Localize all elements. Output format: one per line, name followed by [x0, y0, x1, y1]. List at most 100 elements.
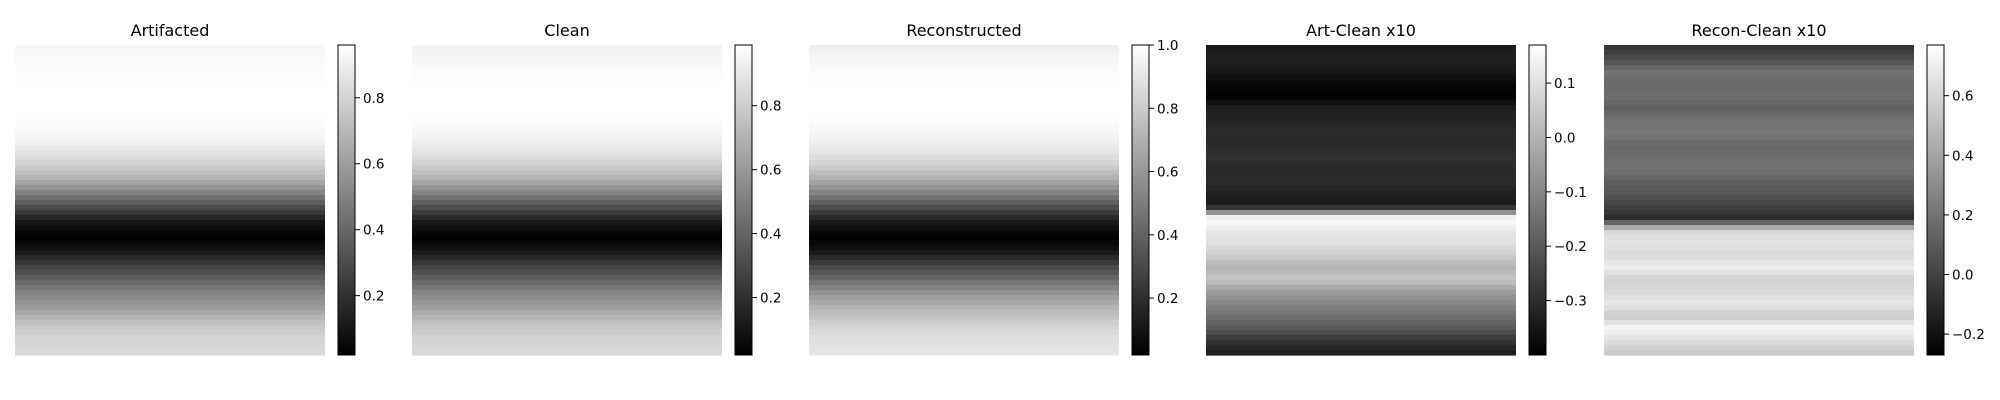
heatmap-row [1604, 50, 1914, 56]
heatmap-row [412, 310, 722, 316]
panel-4: Art-Clean x10 −0.3 −0.2 −0.1 0.0 0.1 [1206, 21, 1587, 356]
heatmap-row [15, 260, 325, 266]
heatmap-row [1604, 335, 1914, 341]
heatmap-row [809, 350, 1119, 356]
heatmap-row [1206, 260, 1516, 266]
heatmap-row [1604, 60, 1914, 66]
heatmap-row [15, 295, 325, 301]
heatmap-row [1604, 235, 1914, 241]
colorbar: −0.3 −0.2 −0.1 0.0 0.1 [1528, 44, 1587, 356]
heatmap-row [809, 80, 1119, 86]
heatmap-row [412, 215, 722, 221]
colorbar-tick-label: 0.1 [1554, 76, 1575, 92]
heatmap-row [1604, 225, 1914, 231]
heatmap-row [1206, 285, 1516, 291]
heatmap-row [15, 180, 325, 186]
heatmap-row [15, 120, 325, 126]
heatmap-row [412, 300, 722, 306]
heatmap-row [809, 155, 1119, 161]
heatmap-image [1604, 45, 1914, 356]
heatmap-row [15, 100, 325, 106]
heatmap-row [1206, 170, 1516, 176]
heatmap-row [1604, 240, 1914, 246]
heatmap-row [15, 165, 325, 171]
heatmap-row [412, 270, 722, 276]
heatmap-row [1604, 140, 1914, 146]
heatmap-row [809, 120, 1119, 126]
panel-title: Clean [544, 21, 589, 40]
heatmap-row [809, 190, 1119, 196]
heatmap-row [412, 245, 722, 251]
heatmap-row [15, 220, 325, 226]
heatmap-row [1206, 175, 1516, 181]
panel-title: Recon-Clean x10 [1691, 21, 1826, 40]
heatmap-row [412, 220, 722, 226]
colorbar-tick-label: 0.2 [363, 289, 384, 305]
heatmap-row [1604, 150, 1914, 156]
heatmap-row [809, 125, 1119, 131]
heatmap-row [1206, 190, 1516, 196]
heatmap-row [809, 45, 1119, 51]
colorbar-tick-label: 0.2 [760, 290, 781, 306]
heatmap-row [15, 250, 325, 256]
heatmap-row [809, 95, 1119, 101]
heatmap-row [15, 350, 325, 356]
heatmap-row [1604, 220, 1914, 226]
heatmap-row [1206, 210, 1516, 216]
colorbar-tick-label: 0.4 [760, 227, 781, 243]
heatmap-row [412, 230, 722, 236]
heatmap-row [1206, 325, 1516, 331]
heatmap-row [15, 190, 325, 196]
heatmap-row [15, 130, 325, 136]
colorbar-tick-label: 0.6 [1952, 89, 1973, 105]
heatmap-row [412, 125, 722, 131]
heatmap-row [1604, 170, 1914, 176]
heatmap-row [1206, 240, 1516, 246]
heatmap-row [1604, 135, 1914, 141]
colorbar-tick-label: 0.8 [363, 91, 384, 107]
heatmap-row [15, 230, 325, 236]
heatmap-row [1604, 190, 1914, 196]
heatmap-row [809, 180, 1119, 186]
heatmap-row [809, 330, 1119, 336]
heatmap-row [412, 260, 722, 266]
heatmap-row [412, 155, 722, 161]
heatmap-row [809, 70, 1119, 76]
heatmap-row [15, 110, 325, 116]
heatmap-row [1206, 130, 1516, 136]
heatmap-row [809, 305, 1119, 311]
heatmap-row [1206, 110, 1516, 116]
heatmap-row [809, 215, 1119, 221]
heatmap-row [1206, 205, 1516, 211]
heatmap-row [1206, 165, 1516, 171]
heatmap-row [15, 255, 325, 261]
heatmap-row [15, 335, 325, 341]
colorbar-tick-label: 0.4 [1157, 228, 1178, 244]
heatmap-row [1206, 265, 1516, 271]
heatmap-row [15, 320, 325, 326]
heatmap-row [809, 75, 1119, 81]
heatmap-row [15, 275, 325, 281]
heatmap-row [412, 210, 722, 216]
panel-3: Reconstructed 0.2 0.4 0.6 0.8 1.0 [809, 21, 1178, 356]
heatmap-image [15, 45, 325, 356]
heatmap-row [809, 310, 1119, 316]
heatmap-image [809, 45, 1119, 356]
heatmap-row [15, 70, 325, 76]
heatmap-row [1206, 70, 1516, 76]
heatmap-row [809, 135, 1119, 141]
heatmap-row [1206, 220, 1516, 226]
heatmap-row [809, 255, 1119, 261]
heatmap-row [15, 50, 325, 56]
heatmap-row [1604, 285, 1914, 291]
heatmap-row [1206, 225, 1516, 231]
colorbar-tick-label: −0.2 [1952, 327, 1985, 343]
heatmap-row [412, 340, 722, 346]
heatmap-row [412, 150, 722, 156]
panel-title: Artifacted [131, 21, 210, 40]
heatmap-row [412, 180, 722, 186]
heatmap-row [809, 245, 1119, 251]
colorbar-tick-label: 0.0 [1554, 130, 1575, 146]
heatmap-row [1604, 175, 1914, 181]
